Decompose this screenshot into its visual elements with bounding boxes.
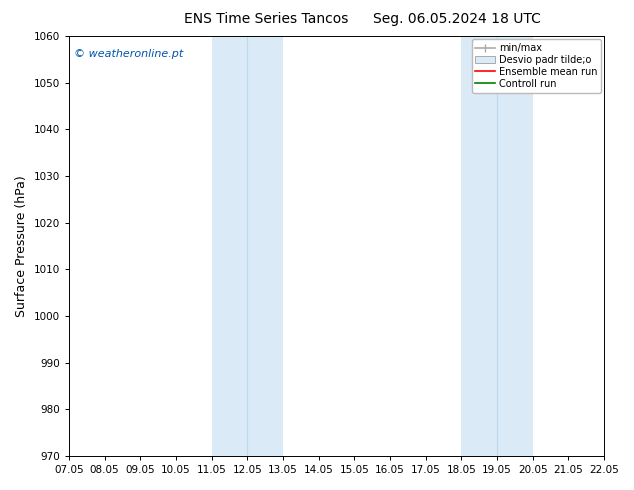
- Text: ENS Time Series Tancos: ENS Time Series Tancos: [184, 12, 349, 26]
- Y-axis label: Surface Pressure (hPa): Surface Pressure (hPa): [15, 175, 28, 317]
- Bar: [212, 36, 283, 456]
- Text: © weatheronline.pt: © weatheronline.pt: [74, 49, 183, 59]
- Bar: [462, 36, 533, 456]
- Text: Seg. 06.05.2024 18 UTC: Seg. 06.05.2024 18 UTC: [373, 12, 540, 26]
- Legend: min/max, Desvio padr tilde;o, Ensemble mean run, Controll run: min/max, Desvio padr tilde;o, Ensemble m…: [472, 39, 601, 93]
